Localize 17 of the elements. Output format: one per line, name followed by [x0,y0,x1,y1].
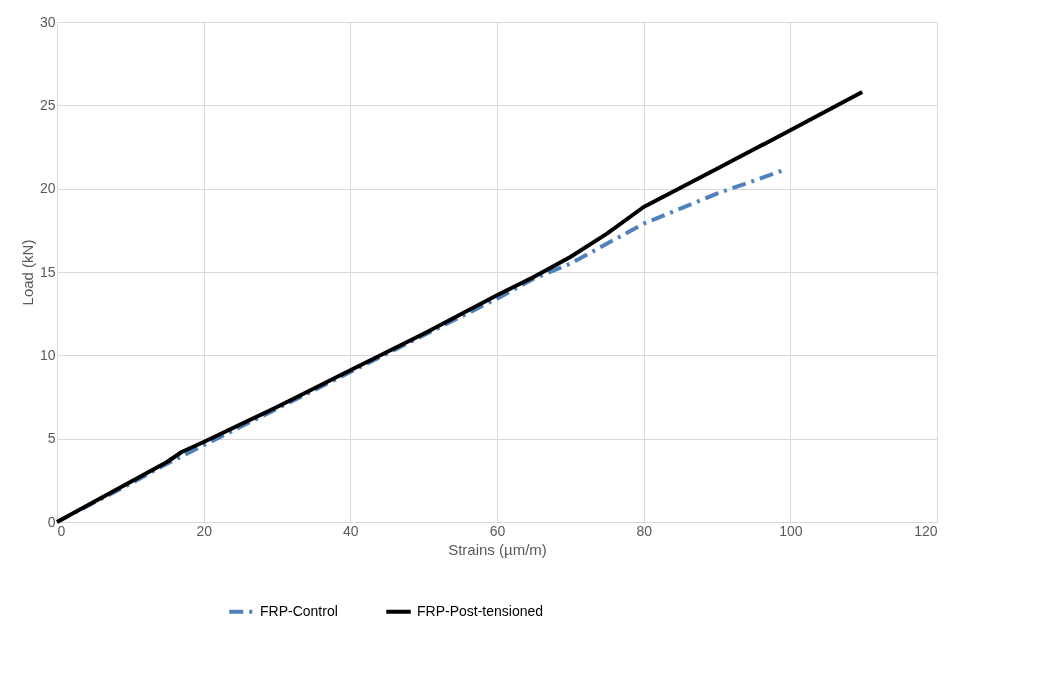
legend-label: FRP-Post-tensioned [417,602,544,619]
x-tick-label: 80 [636,522,653,539]
x-tick-label: 60 [489,522,506,539]
x-tick-label: 20 [196,522,213,539]
y-tick-label: 5 [47,430,56,447]
y-axis-title: Load (kN) [18,239,36,306]
x-tick-label: 40 [343,522,359,539]
y-tick-label: 30 [39,13,56,30]
y-tick-label: 10 [39,346,56,363]
x-tick-label: 120 [914,522,938,539]
x-axis-title: Strains (µm/m) [448,540,547,558]
x-tick-label: 100 [779,522,803,539]
legend-label: FRP-Control [260,602,338,619]
y-tick-label: 25 [39,96,56,113]
y-tick-label: 20 [39,180,56,197]
y-tick-label: 15 [39,263,56,280]
line-series [55,90,865,524]
